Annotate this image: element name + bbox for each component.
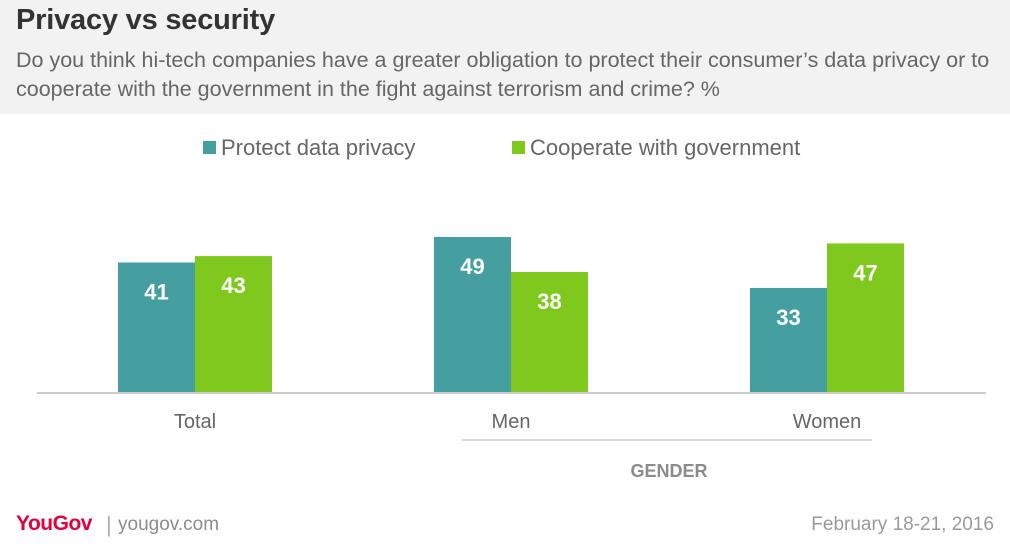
bar-men-cooperate-with-government xyxy=(511,272,588,393)
bar-total-cooperate-with-government xyxy=(195,256,272,393)
header-panel: Privacy vs security Do you think hi-tech… xyxy=(0,0,1010,114)
legend-label-cooperate-with-government: Cooperate with government xyxy=(530,135,800,160)
data-label-men-protect-data-privacy: 49 xyxy=(460,254,484,279)
bar-women-protect-data-privacy xyxy=(750,287,827,393)
data-label-total-protect-data-privacy: 41 xyxy=(144,279,168,304)
legend-swatch-protect-data-privacy xyxy=(203,141,216,154)
bar-total-protect-data-privacy xyxy=(118,262,195,393)
bar-women-cooperate-with-government xyxy=(827,243,904,393)
chart-subtitle: Do you think hi-tech companies have a gr… xyxy=(16,48,990,101)
data-label-total-cooperate-with-government: 43 xyxy=(221,273,245,298)
data-label-women-cooperate-with-government: 47 xyxy=(853,260,877,285)
footer-separator: | xyxy=(106,512,112,537)
footer-site-link[interactable]: yougov.com xyxy=(118,514,220,535)
category-label-total: Total xyxy=(174,411,216,433)
group-label-gender: GENDER xyxy=(630,461,707,481)
category-label-men: Men xyxy=(492,411,531,433)
category-label-women: Women xyxy=(793,411,862,433)
bar-men-protect-data-privacy xyxy=(434,237,511,393)
bar-chart: Protect data privacy Cooperate with gover… xyxy=(37,135,986,481)
data-label-men-cooperate-with-government: 38 xyxy=(537,289,561,314)
legend-label-protect-data-privacy: Protect data privacy xyxy=(221,135,415,160)
footer-date: February 18-21, 2016 xyxy=(811,514,994,535)
data-label-women-protect-data-privacy: 33 xyxy=(776,305,800,330)
legend-swatch-cooperate-with-government xyxy=(512,141,525,154)
yougov-logo: YouGov xyxy=(16,512,92,535)
chart-title: Privacy vs security xyxy=(16,4,275,36)
